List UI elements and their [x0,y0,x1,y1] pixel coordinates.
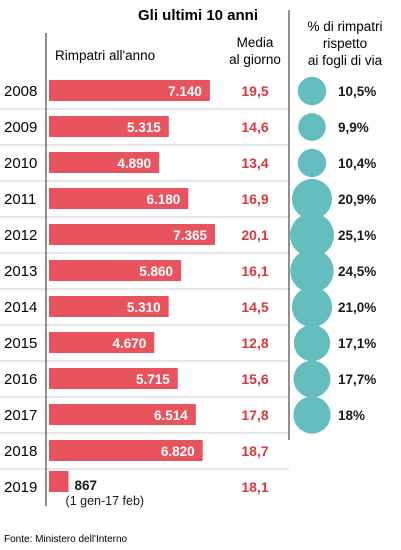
percent-value: 17,1% [338,336,376,351]
media-giorno-value: 14,5 [241,299,268,315]
header-pct-line2: rispetto [323,36,367,51]
bar-rimpatri [49,188,189,209]
percent-value: 18% [338,408,365,423]
bar-value-label: 6.514 [154,408,188,423]
bar-rimpatri [49,404,196,425]
year-label: 2018 [4,443,37,460]
media-giorno-value: 20,1 [241,227,268,243]
percent-value: 20,9% [338,192,376,207]
percent-circle [293,360,331,398]
year-label: 2017 [4,407,37,424]
year-label: 2010 [4,155,37,172]
percent-value: 21,0% [338,300,376,315]
bar-value-label: 5.860 [139,264,173,279]
bar-value-label: 4.890 [117,156,151,171]
percent-value: 17,7% [338,372,376,387]
media-giorno-value: 18,7 [241,443,268,459]
media-giorno-value: 16,9 [241,191,268,207]
header-pct-line3: ai fogli di via [308,53,383,68]
chart-title: Gli ultimi 10 anni [138,7,258,24]
percent-value: 24,5% [338,264,376,279]
percent-value: 10,5% [338,84,376,99]
bar-rimpatri [49,260,182,281]
header-rimpatri-all-anno: Rimpatri all'anno [55,48,155,63]
percent-value: 10,4% [338,156,376,171]
bar-value-label: 867 [75,478,98,493]
bar-rimpatri [49,471,69,492]
bar-rimpatri [49,224,215,245]
header-pct-line1: % di rimpatri [307,19,382,34]
percent-circle [293,324,331,362]
bar-rimpatri [49,368,178,389]
period-annotation: (1 gen-17 feb) [66,494,145,508]
percent-circle [297,76,327,106]
year-label: 2016 [4,371,37,388]
bar-value-label: 7.365 [173,228,207,243]
percent-value: 9,9% [338,120,369,135]
media-giorno-value: 17,8 [241,407,268,423]
bar-value-label: 6.820 [161,444,195,459]
percent-circle [297,148,327,178]
percent-circle [290,213,334,257]
bar-value-label: 5.315 [127,120,161,135]
year-label: 2013 [4,263,37,280]
percent-circle [290,249,334,293]
bar-rimpatri [49,80,210,101]
bar-value-label: 5.310 [127,300,161,315]
chart-rows: 2008 7.140 19,5 10,5% 2009 5.315 14,6 9,9% 2010 4… [0,76,376,508]
media-giorno-value: 16,1 [241,263,268,279]
source-note: Fonte: Ministero dell'Interno [4,534,128,545]
bar-rimpatri [49,116,169,137]
percent-circle [291,178,333,220]
media-giorno-value: 14,6 [241,119,268,135]
year-label: 2009 [4,119,37,136]
percent-value: 25,1% [338,228,376,243]
media-giorno-value: 13,4 [241,155,268,171]
header-media-line1: Media [237,35,274,50]
year-label: 2012 [4,227,37,244]
media-giorno-value: 19,5 [241,83,268,99]
bar-value-label: 6.180 [146,192,180,207]
bar-rimpatri [49,296,169,317]
percent-circle [293,396,331,434]
media-giorno-value: 15,6 [241,371,268,387]
bar-value-label: 7.140 [168,84,202,99]
bar-rimpatri [49,152,160,173]
year-label: 2014 [4,299,37,316]
media-giorno-value: 12,8 [241,335,268,351]
percent-circle [298,113,326,141]
percent-circle [291,286,333,328]
bar-rimpatri [49,440,203,461]
year-label: 2008 [4,83,37,100]
media-giorno-value: 18,1 [241,479,268,495]
year-label: 2011 [4,191,36,208]
bar-value-label: 5.715 [136,372,170,387]
header-media-line2: al giorno [229,52,281,67]
bar-rimpatri [49,332,155,353]
year-label: 2019 [4,479,37,496]
bar-value-label: 4.670 [112,336,146,351]
year-label: 2015 [4,335,37,352]
